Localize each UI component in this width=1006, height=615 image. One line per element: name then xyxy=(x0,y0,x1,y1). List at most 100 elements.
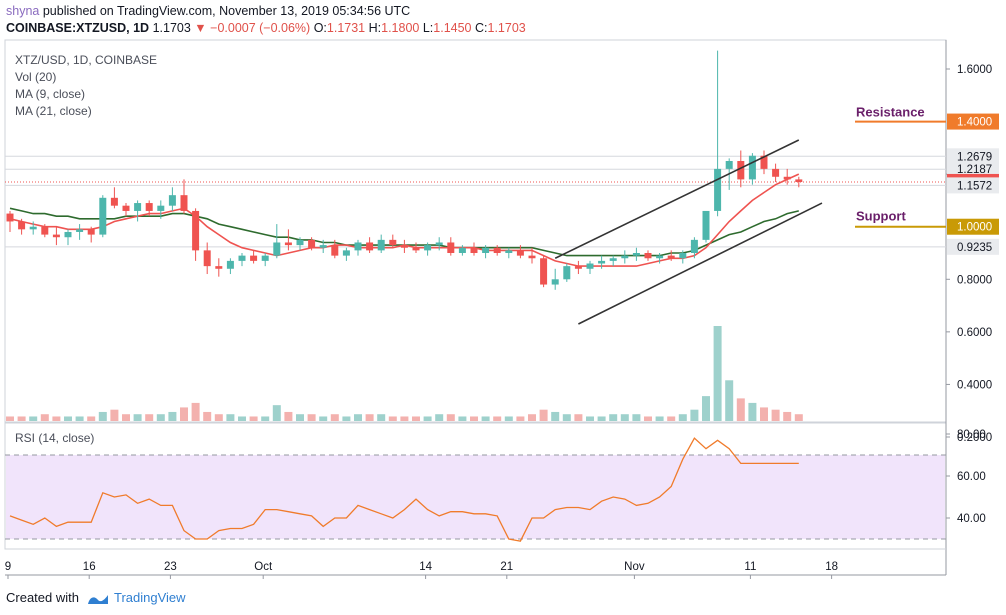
price-label-box xyxy=(947,113,999,130)
candle-body xyxy=(563,266,571,280)
volume-bar xyxy=(319,416,328,421)
volume-bar xyxy=(272,405,281,421)
volume-bar xyxy=(98,411,107,421)
open-value: 1.1731 xyxy=(326,21,366,35)
candle-body xyxy=(377,239,385,251)
candle-body xyxy=(192,210,200,251)
volume-bar xyxy=(342,416,351,421)
time-tick-label: 14 xyxy=(419,561,432,573)
candle-body xyxy=(493,247,501,253)
volume-bar xyxy=(110,409,119,421)
volume-bar xyxy=(412,416,420,421)
volume-bar xyxy=(597,416,606,421)
high-value: 1.1800 xyxy=(381,21,420,35)
candle-body xyxy=(29,226,37,230)
volume-bar xyxy=(586,416,594,421)
publish-header: shyna published on TradingView.com, Nove… xyxy=(6,4,410,18)
candle-body xyxy=(157,205,165,211)
candle-body xyxy=(342,250,350,256)
volume-bar xyxy=(748,402,757,421)
volume-bar xyxy=(574,414,583,421)
symbol-header: COINBASE:XTZUSD, 1D 1.1703 ▼ −0.0007 (−0… xyxy=(6,21,526,35)
legend-volume[interactable]: Vol (20) xyxy=(15,70,57,84)
candle-body xyxy=(458,247,466,253)
price-tick-label: 0.4000 xyxy=(957,379,992,391)
candle-body xyxy=(76,229,84,232)
open-label: O: xyxy=(313,21,327,35)
legend-title[interactable]: XTZ/USD, 1D, COINBASE xyxy=(15,53,158,67)
time-tick-label: 11 xyxy=(744,561,756,573)
candle-body xyxy=(273,242,281,256)
time-tick-label: 16 xyxy=(83,561,96,573)
tradingview-brand-link[interactable]: TradingView xyxy=(114,590,186,605)
candle-body xyxy=(6,213,14,222)
legend-ma9[interactable]: MA (9, close) xyxy=(15,87,86,101)
volume-bar xyxy=(794,414,803,421)
candle-body xyxy=(87,229,95,235)
volume-bar xyxy=(203,411,212,421)
candle-body xyxy=(725,161,733,169)
volume-bar xyxy=(446,414,455,421)
symbol-name[interactable]: COINBASE:XTZUSD, 1D xyxy=(6,21,150,35)
candle-body xyxy=(41,226,49,235)
publish-info: published on TradingView.com, November 1… xyxy=(42,4,411,18)
volume-bar xyxy=(771,409,780,421)
price-label-box xyxy=(947,177,999,194)
candle-body xyxy=(284,242,292,246)
candle-body xyxy=(737,161,745,180)
volume-bar xyxy=(400,416,409,421)
candle-body xyxy=(505,250,513,253)
candle-body xyxy=(656,255,664,259)
candle-body xyxy=(586,263,594,269)
time-tick-label: Nov xyxy=(624,561,645,573)
candle-body xyxy=(574,266,582,269)
volume-bar xyxy=(783,411,792,421)
candle-body xyxy=(760,155,768,169)
change-arrow-icon: ▼ xyxy=(194,21,207,35)
volume-bar xyxy=(690,409,699,421)
candle-body xyxy=(168,195,176,206)
volume-bar xyxy=(423,416,432,421)
candle-body xyxy=(354,242,362,251)
volume-bar xyxy=(435,414,444,421)
volume-bar xyxy=(354,414,362,421)
volume-bar xyxy=(528,414,536,421)
candle-body xyxy=(702,210,710,240)
volume-bar xyxy=(40,414,49,421)
volume-bar xyxy=(156,414,165,421)
volume-bar xyxy=(667,416,676,421)
author-name[interactable]: shyna xyxy=(6,4,40,18)
volume-bar xyxy=(655,416,664,421)
legend-rsi[interactable]: RSI (14, close) xyxy=(15,431,95,445)
candle-body xyxy=(679,253,687,259)
time-tick-label: 18 xyxy=(825,561,838,573)
tradingview-logo-icon xyxy=(87,594,108,604)
time-tick-label: 23 xyxy=(164,561,177,573)
support-label: Support xyxy=(856,209,906,224)
volume-bar xyxy=(64,416,72,421)
time-tick-label: Oct xyxy=(254,561,273,573)
legend-ma21[interactable]: MA (21, close) xyxy=(15,104,92,118)
rsi-band xyxy=(6,455,945,539)
volume-bar xyxy=(760,407,768,421)
volume-bar xyxy=(296,414,304,421)
price-label-support: 1.0000 xyxy=(957,222,992,234)
candle-body xyxy=(250,255,258,261)
volume-bar xyxy=(504,416,513,421)
candle-body xyxy=(18,221,26,230)
volume-bar xyxy=(725,380,734,421)
volume-bar xyxy=(516,416,525,421)
footer: Created with TradingView xyxy=(6,590,186,605)
volume-bar xyxy=(609,414,618,421)
volume-bar xyxy=(29,416,38,421)
lower-trend-line xyxy=(578,202,823,325)
candle-body xyxy=(667,255,675,259)
volume-bar xyxy=(551,411,560,421)
price-tick-label: 0.6000 xyxy=(957,327,992,339)
candle-body xyxy=(435,242,443,246)
volume-bar xyxy=(365,414,374,421)
volume-bar xyxy=(562,414,571,421)
created-with-text: Created with xyxy=(6,590,79,605)
candle-body xyxy=(609,258,617,261)
